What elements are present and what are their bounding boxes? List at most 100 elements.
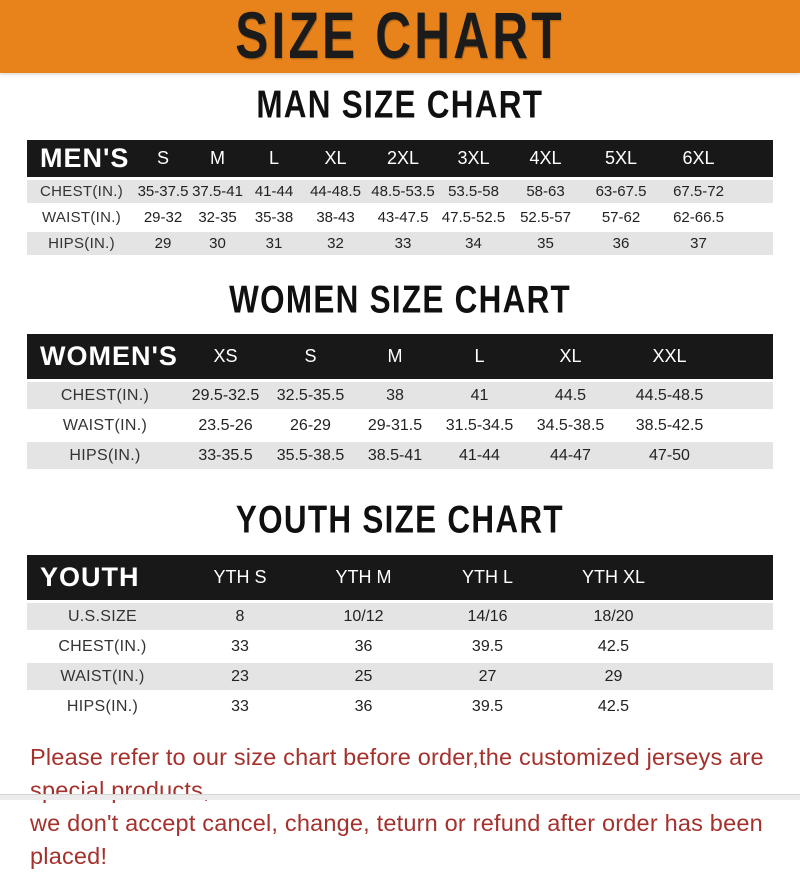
order-notice-line-1: Please refer to our size chart before or… [30,744,764,804]
women-hipsin-value: 38.5-41 [353,442,437,470]
women-chestin-value: 29.5-32.5 [183,382,268,410]
men-waistin-value: 62-66.5 [660,205,737,229]
women-row-spacer [720,412,773,440]
men-hipsin-value: 36 [582,231,660,255]
men-chestin-value: 48.5-53.5 [368,179,438,203]
youth-row-label: CHEST(IN.) [27,633,178,661]
youth-waistin-value: 27 [425,663,550,691]
women-chestin-value: 41 [437,382,522,410]
men-header-row: MEN'S S M L XL 2XL 3XL 4XL 5XL 6XL [27,139,773,177]
youth-column-header: YTH L [425,555,550,601]
youth-size-chart-title: YOUTH SIZE CHART [0,499,800,541]
men-row-label: HIPS(IN.) [27,231,136,255]
men-waistin-value: 32-35 [190,205,245,229]
women-size-chart-title-text: WOMEN SIZE CHART [229,277,571,321]
youth-header-row: YOUTH YTH S YTH M YTH L YTH XL [27,555,773,601]
youth-ussize-value: 18/20 [550,603,677,631]
youth-row-spacer [677,603,773,631]
men-hipsin-value: 34 [438,231,509,255]
women-waistin-value: 29-31.5 [353,412,437,440]
men-chestin-value: 63-67.5 [582,179,660,203]
women-row-label: HIPS(IN.) [27,442,183,470]
men-waistin-value: 57-62 [582,205,660,229]
women-waistin-value: 23.5-26 [183,412,268,440]
men-hipsin-value: 29 [136,231,190,255]
youth-ussize-value: 10/12 [302,603,425,631]
youth-waistin-value: 25 [302,663,425,691]
men-size-table-container: MEN'S S M L XL 2XL 3XL 4XL 5XL 6XL CHEST(IN.) 35-37… [27,137,773,258]
women-hipsin-value: 33-35.5 [183,442,268,470]
men-chestin-value: 41-44 [245,179,303,203]
men-row-waistin: WAIST(IN.) 29-32 32-35 35-38 38-43 43-47.5 47.… [27,205,773,229]
men-column-header: XL [303,139,368,177]
men-chestin-value: 67.5-72 [660,179,737,203]
men-chestin-value: 37.5-41 [190,179,245,203]
youth-column-header: YTH S [178,555,302,601]
women-row-waistin: WAIST(IN.) 23.5-26 26-29 29-31.5 31.5-34.5 34… [27,412,773,440]
men-hipsin-value: 30 [190,231,245,255]
women-waistin-value: 34.5-38.5 [522,412,619,440]
men-waistin-value: 29-32 [136,205,190,229]
women-table-label: WOMEN'S [27,334,183,380]
men-waistin-value: 47.5-52.5 [438,205,509,229]
men-row-chestin: CHEST(IN.) 35-37.5 37.5-41 41-44 44-48.5 48.5… [27,179,773,203]
youth-column-header: YTH XL [550,555,677,601]
youth-row-chestin: CHEST(IN.) 33 36 39.5 42.5 [27,633,773,661]
men-size-table: MEN'S S M L XL 2XL 3XL 4XL 5XL 6XL CHEST(IN.) 35-37… [27,137,773,258]
banner-title: SIZE CHART [235,0,565,74]
men-column-header: 5XL [582,139,660,177]
men-row-label: WAIST(IN.) [27,205,136,229]
men-waistin-value: 43-47.5 [368,205,438,229]
man-size-chart-title-text: MAN SIZE CHART [256,82,544,126]
women-row-spacer [720,442,773,470]
youth-size-table: YOUTH YTH S YTH M YTH L YTH XL U.S.SIZE 8 10/12… [27,552,773,723]
youth-row-spacer [677,663,773,691]
youth-row-waistin: WAIST(IN.) 23 25 27 29 [27,663,773,691]
men-waistin-value: 38-43 [303,205,368,229]
youth-hipsin-value: 33 [178,693,302,721]
youth-ussize-value: 8 [178,603,302,631]
men-column-header: L [245,139,303,177]
women-row-spacer [720,382,773,410]
men-row-spacer [737,231,773,255]
women-chestin-value: 44.5 [522,382,619,410]
women-column-header: XS [183,334,268,380]
women-chestin-value: 38 [353,382,437,410]
men-table-label: MEN'S [27,139,136,177]
youth-chestin-value: 33 [178,633,302,661]
women-size-table-container: WOMEN'S XS S M L XL XXL CHEST(IN.) 29.5-32.5 32.5… [27,331,773,472]
youth-waistin-value: 29 [550,663,677,691]
youth-row-hipsin: HIPS(IN.) 33 36 39.5 42.5 [27,693,773,721]
youth-row-spacer [677,693,773,721]
men-hipsin-value: 35 [509,231,582,255]
women-waistin-value: 26-29 [268,412,353,440]
youth-table-label: YOUTH [27,555,178,601]
youth-hipsin-value: 36 [302,693,425,721]
men-chestin-value: 53.5-58 [438,179,509,203]
women-column-header: XL [522,334,619,380]
women-hipsin-value: 47-50 [619,442,720,470]
youth-row-label: HIPS(IN.) [27,693,178,721]
men-waistin-value: 35-38 [245,205,303,229]
youth-row-spacer [677,633,773,661]
women-header-row: WOMEN'S XS S M L XL XXL [27,334,773,380]
women-waistin-value: 38.5-42.5 [619,412,720,440]
men-chestin-value: 44-48.5 [303,179,368,203]
women-hipsin-value: 35.5-38.5 [268,442,353,470]
men-hipsin-value: 33 [368,231,438,255]
youth-row-label: U.S.SIZE [27,603,178,631]
youth-chestin-value: 36 [302,633,425,661]
women-row-hipsin: HIPS(IN.) 33-35.5 35.5-38.5 38.5-41 41-44 44-… [27,442,773,470]
men-column-header: 2XL [368,139,438,177]
youth-hipsin-value: 39.5 [425,693,550,721]
women-column-header: L [437,334,522,380]
women-hipsin-value: 41-44 [437,442,522,470]
youth-waistin-value: 23 [178,663,302,691]
women-chestin-value: 32.5-35.5 [268,382,353,410]
men-column-header: 4XL [509,139,582,177]
men-column-header: S [136,139,190,177]
women-waistin-value: 31.5-34.5 [437,412,522,440]
women-row-label: WAIST(IN.) [27,412,183,440]
bottom-edge-divider [0,794,800,800]
order-notice-line-2: we don't accept cancel, change, teturn o… [30,810,763,870]
